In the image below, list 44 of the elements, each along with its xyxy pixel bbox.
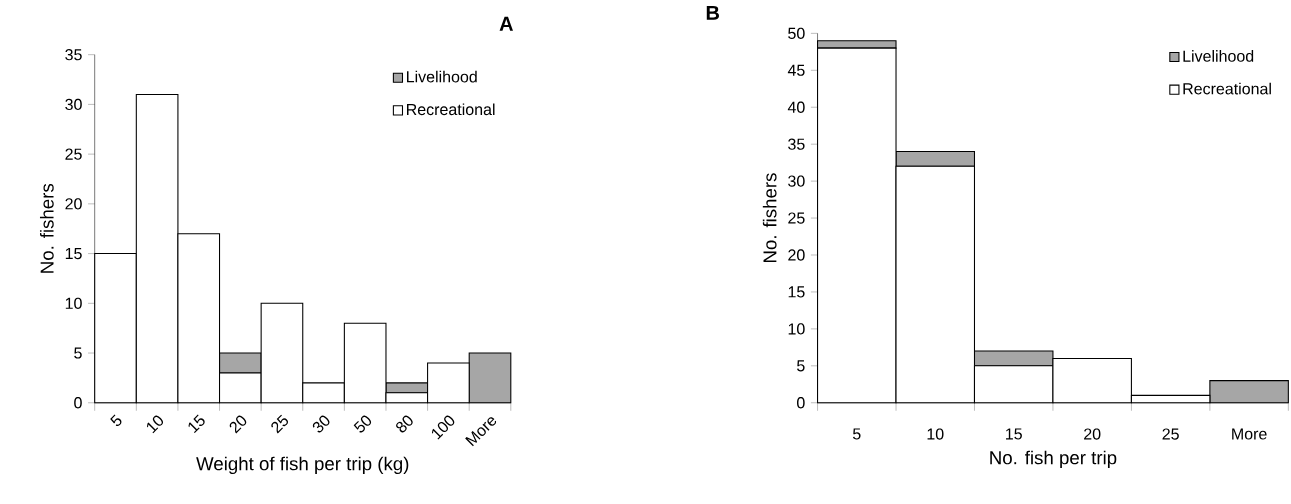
x-tick-label: 5 (852, 428, 861, 440)
y-tick-label: 40 (787, 101, 805, 113)
legend-label: Livelihood (407, 70, 477, 83)
y-tick-label: 25 (788, 212, 805, 224)
y-tick-label: 15 (65, 247, 82, 260)
y-tick-label: 15 (788, 286, 805, 298)
y-tick-label: 10 (788, 323, 805, 335)
y-tick-label: 25 (65, 148, 82, 160)
y-tick-label: 35 (788, 138, 805, 150)
x-tick-label: 20 (229, 415, 247, 434)
legend-label: Recreational (1183, 82, 1271, 95)
y-tick-label: 10 (65, 297, 82, 309)
y-tick-label: 5 (797, 360, 805, 372)
y-tick-label: 35 (65, 48, 82, 61)
x-tick-label: 15 (1006, 428, 1022, 440)
y-tick-label: 30 (788, 175, 805, 187)
x-tick-label: 10 (927, 428, 944, 440)
x-tick-label: 20 (1084, 428, 1101, 440)
y-axis-title: No. fishers (762, 173, 777, 262)
chart-title: B (706, 5, 719, 20)
legend-label: Livelihood (1183, 49, 1254, 62)
x-axis-title: No. fish per trip (990, 450, 1117, 468)
y-tick-label: 0 (74, 397, 82, 409)
y-tick-label: 0 (797, 397, 805, 409)
y-tick-label: 45 (787, 64, 805, 76)
y-tick-label: 5 (74, 347, 82, 359)
x-tick-label: 80 (396, 415, 413, 433)
y-tick-label: 20 (65, 198, 82, 210)
x-tick-label: 50 (353, 415, 372, 433)
y-axis-title: No. fishers (39, 183, 54, 273)
x-tick-label: 25 (271, 414, 289, 434)
x-tick-label: 100 (431, 415, 455, 440)
y-tick-label: 20 (788, 249, 805, 261)
x-tick-label: 10 (146, 415, 164, 434)
x-axis-title: Weight of fish per trip (kg) (196, 456, 409, 474)
y-tick-label: 50 (788, 27, 805, 39)
legend-label: Recreational (407, 103, 495, 116)
x-tick-label: 15 (188, 414, 205, 434)
y-tick-label: 30 (65, 98, 82, 110)
x-tick-label: More (1232, 428, 1267, 440)
x-tick-label: 30 (312, 415, 330, 433)
chart-title: A (499, 16, 513, 31)
x-tick-label: 5 (110, 414, 122, 426)
x-tick-label: 25 (1162, 428, 1179, 440)
